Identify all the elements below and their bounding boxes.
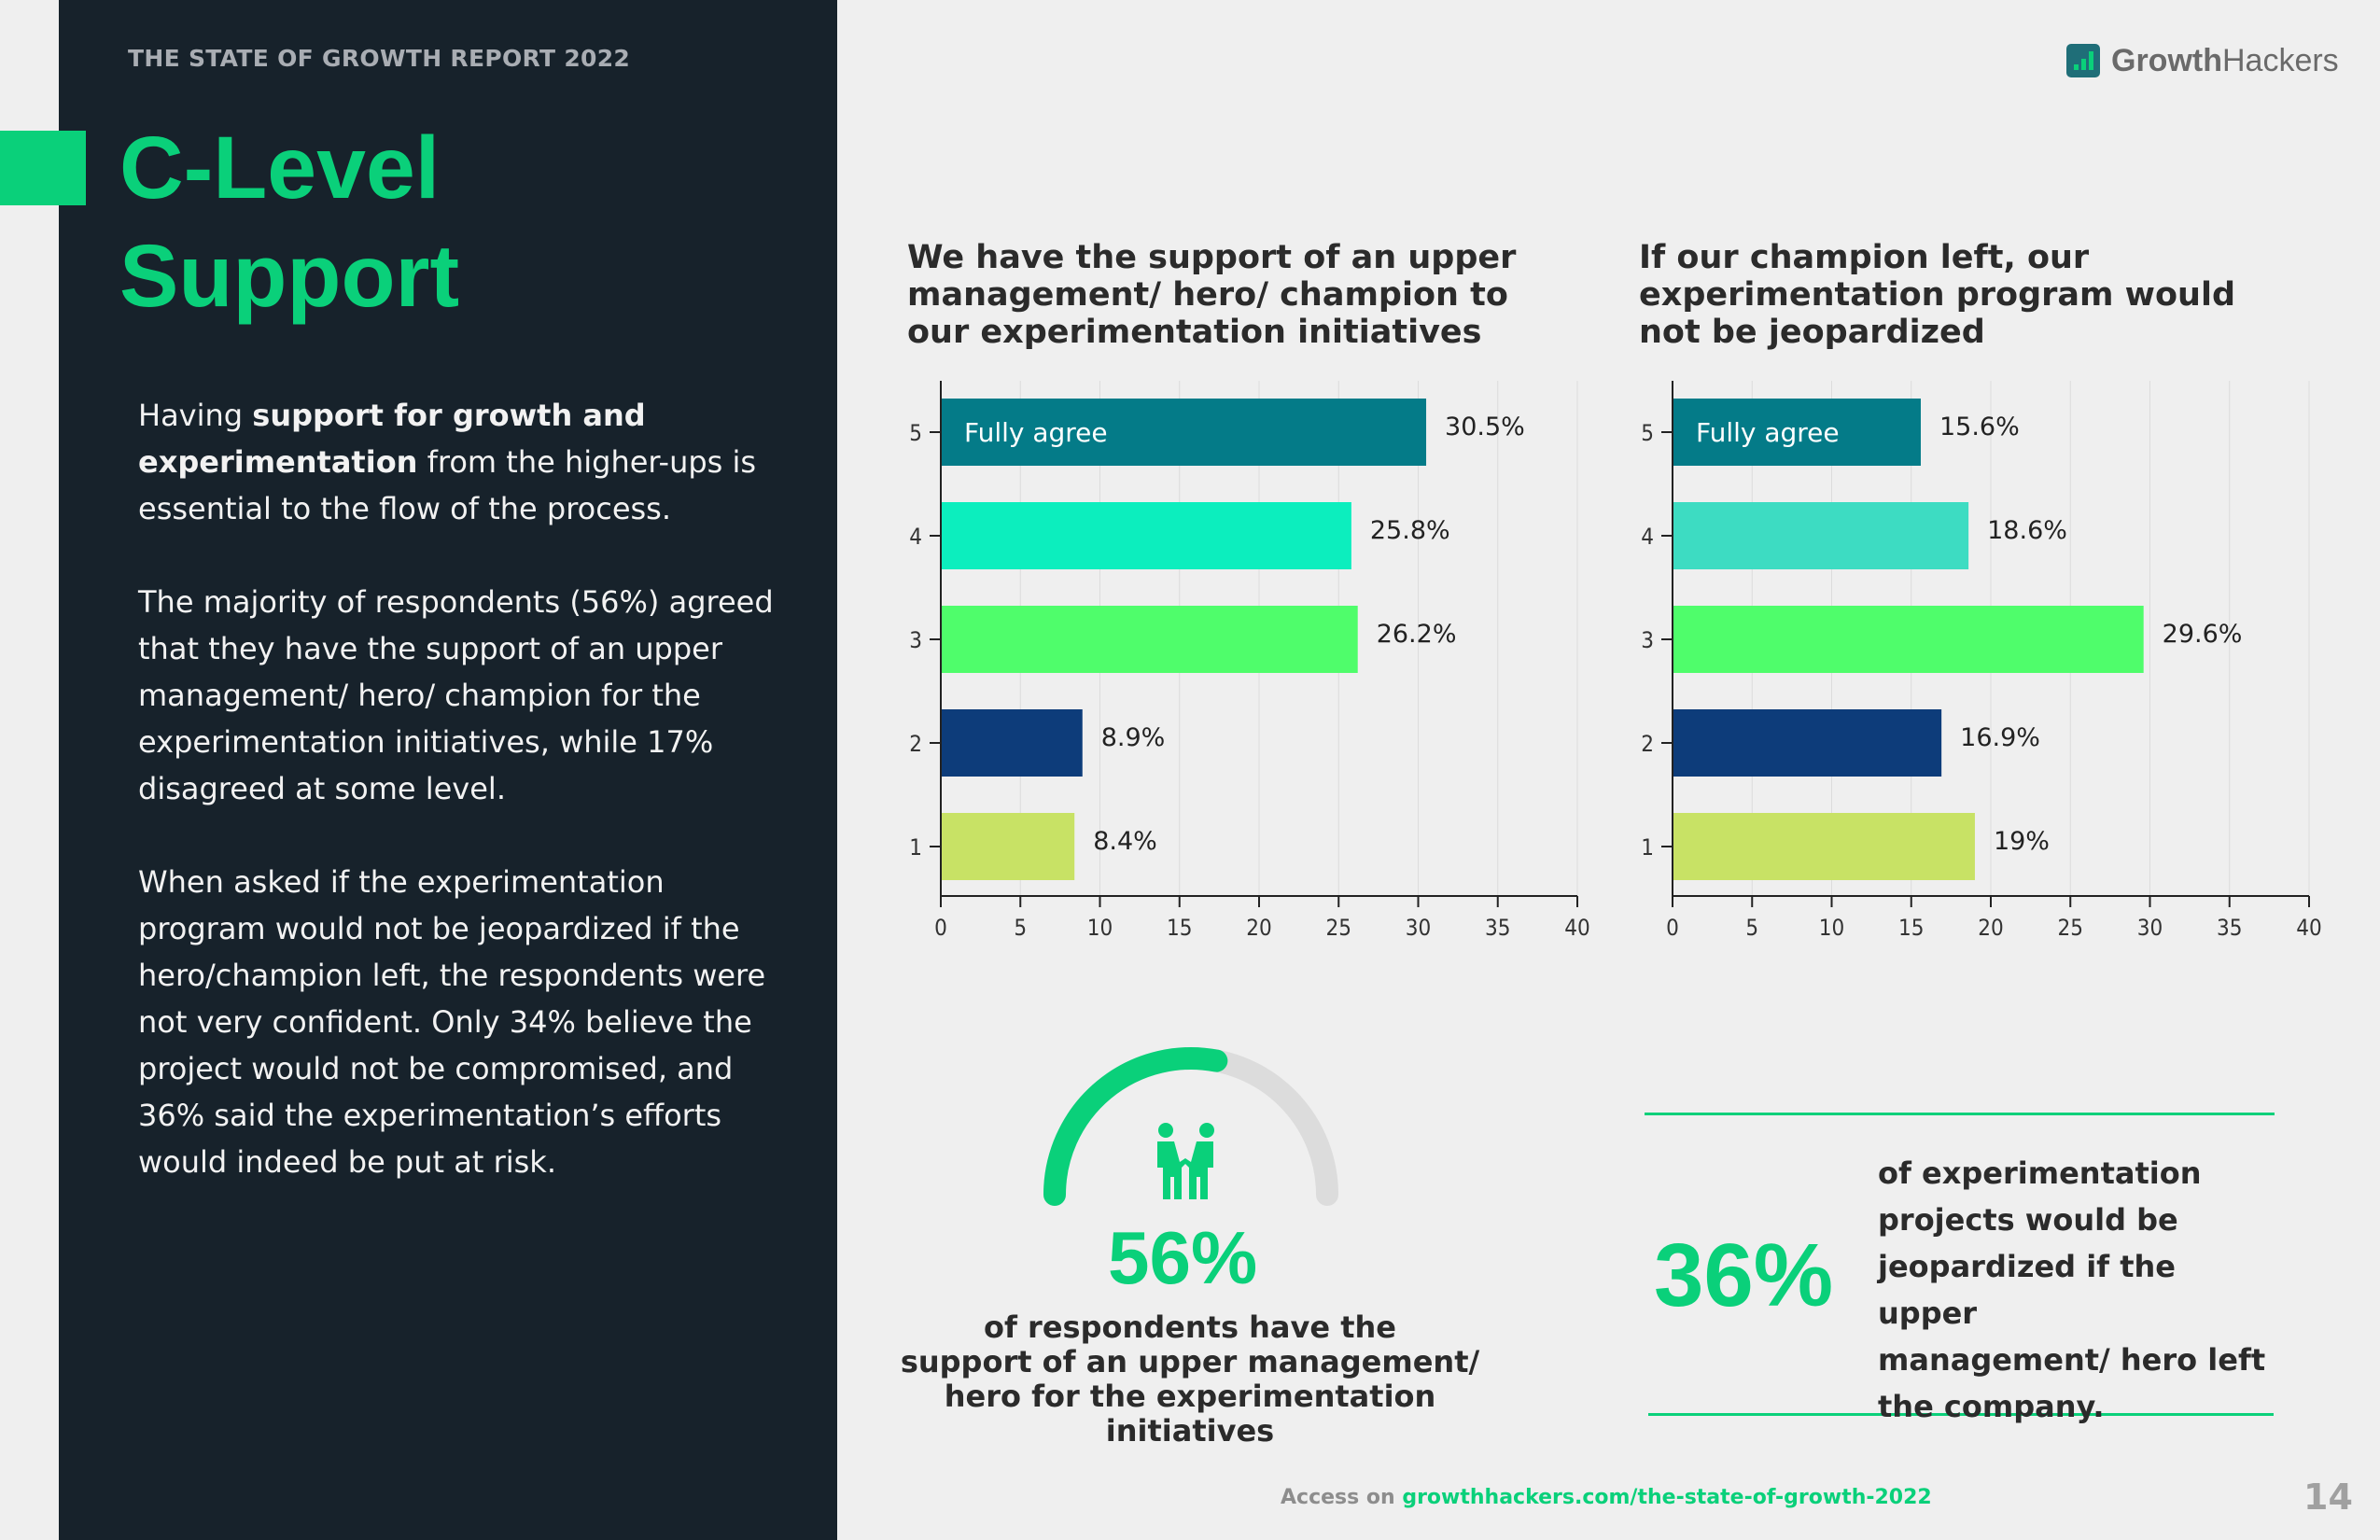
x-tick-label: 25 <box>1326 915 1351 941</box>
logo-text: GrowthHackers <box>2111 42 2339 78</box>
bar-3 <box>1673 606 2144 673</box>
bar-value-label: 19% <box>1994 827 2050 856</box>
section-accent-tab <box>0 131 86 205</box>
y-tick-label: 5 <box>909 420 922 446</box>
bar-value-label: 8.4% <box>1093 827 1157 856</box>
divider-top <box>1645 1113 2275 1115</box>
bar-annotation: Fully agree <box>1696 417 1840 448</box>
x-tick-label: 40 <box>2296 915 2321 941</box>
support-gauge <box>1043 1047 1338 1206</box>
y-tick-label: 1 <box>1641 834 1654 861</box>
x-tick-label: 15 <box>1898 915 1924 941</box>
body-paragraph-2: The majority of respondents (56%) agreed… <box>138 584 774 806</box>
x-tick-label: 15 <box>1167 915 1192 941</box>
gauge-fill <box>1043 1047 1228 1206</box>
body-paragraph-1: Having support for growth and experiment… <box>138 398 757 526</box>
bar-value-label: 18.6% <box>1987 516 2067 545</box>
x-tick-label: 10 <box>1087 915 1113 941</box>
bar-2 <box>942 709 1083 777</box>
body-text: Having support for growth and experiment… <box>138 392 782 1232</box>
bar-value-label: 26.2% <box>1377 620 1457 649</box>
stat-36-percent: 36% <box>1654 1225 1834 1325</box>
footer-access-link[interactable]: Access on growthhackers.com/the-state-of… <box>1281 1486 1932 1509</box>
section-title: C-Level Support <box>119 114 459 330</box>
x-tick-label: 10 <box>1819 915 1844 941</box>
x-tick-label: 20 <box>1978 915 2003 941</box>
y-tick-label: 3 <box>1641 627 1654 653</box>
y-tick-label: 2 <box>909 731 922 757</box>
bar-4 <box>942 502 1351 569</box>
x-tick-label: 0 <box>1666 915 1679 941</box>
people-holding-hands-icon <box>1157 1123 1214 1199</box>
bar-5 <box>1673 399 1921 466</box>
body-paragraph-3: When asked if the experimentation progra… <box>138 864 766 1180</box>
x-tick-label: 35 <box>2217 915 2242 941</box>
bar-1 <box>942 813 1075 880</box>
bar-value-label: 8.9% <box>1101 723 1166 752</box>
bar-value-label: 25.8% <box>1370 516 1450 545</box>
y-tick-label: 3 <box>909 627 922 653</box>
y-tick-label: 4 <box>909 524 922 550</box>
page-number: 14 <box>2303 1477 2353 1518</box>
x-tick-label: 25 <box>2058 915 2083 941</box>
x-tick-label: 5 <box>1745 915 1758 941</box>
x-tick-label: 5 <box>1014 915 1027 941</box>
bar-5 <box>942 399 1427 466</box>
chart-2: 0 5 10 15 20 25 30 35 40 5 15.6% Fully agree 4 18.6% 3… <box>1641 381 2322 941</box>
x-tick-label: 30 <box>2137 915 2163 941</box>
bar-2 <box>1673 709 1942 777</box>
stat-36-caption: of experimentation projects would be jeo… <box>1878 1155 2266 1424</box>
section-title-line2: Support <box>119 227 460 326</box>
footer-url[interactable]: growthhackers.com/the-state-of-growth-20… <box>1402 1486 1932 1509</box>
chart-1-title: We have the support of an upper manageme… <box>907 239 1517 351</box>
bar-value-label: 16.9% <box>1960 723 2040 752</box>
x-tick-label: 30 <box>1406 915 1431 941</box>
y-tick-label: 5 <box>1641 420 1654 446</box>
growthhackers-logo[interactable]: GrowthHackers <box>2066 39 2339 82</box>
section-title-line1: C-Level <box>119 119 441 217</box>
divider-bottom <box>1648 1413 2274 1416</box>
y-tick-label: 2 <box>1641 731 1654 757</box>
body-emphasis: support for growth and experimentation <box>138 398 646 480</box>
bar-4 <box>1673 502 1969 569</box>
bar-annotation: Fully agree <box>964 417 1108 448</box>
bar-1 <box>1673 813 1975 880</box>
report-title: THE STATE OF GROWTH REPORT 2022 <box>128 45 631 72</box>
bar-3 <box>942 606 1358 673</box>
x-tick-label: 35 <box>1485 915 1510 941</box>
left-panel <box>59 0 837 1540</box>
y-tick-label: 1 <box>909 834 922 861</box>
bar-value-label: 30.5% <box>1445 413 1525 441</box>
chart-1: 0 5 10 15 20 25 30 35 40 5 30.5% Fully agree 4 25.8% 3… <box>909 381 1590 941</box>
stat-56-percent: 56% <box>1108 1216 1258 1299</box>
bar-value-label: 15.6% <box>1939 413 2020 441</box>
y-tick-label: 4 <box>1641 524 1654 550</box>
x-tick-label: 20 <box>1246 915 1271 941</box>
x-tick-label: 40 <box>1564 915 1589 941</box>
x-tick-label: 0 <box>934 915 947 941</box>
bar-value-label: 29.6% <box>2163 620 2243 649</box>
chart-2-title: If our champion left, our experimentatio… <box>1639 239 2236 351</box>
stat-56-caption: of respondents have the support of an up… <box>900 1309 1480 1449</box>
bar-chart-icon <box>2066 44 2100 77</box>
